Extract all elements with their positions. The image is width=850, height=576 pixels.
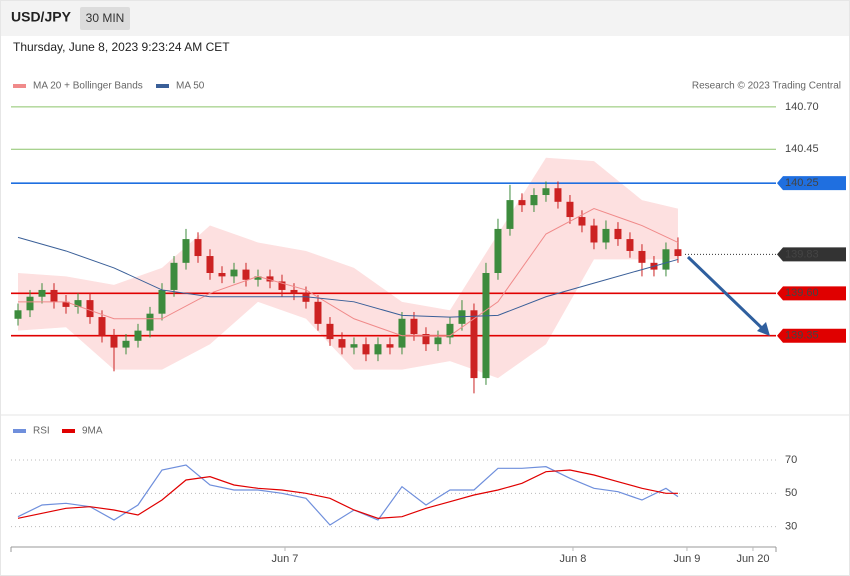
candle-body [134, 330, 142, 341]
candle-body [626, 239, 634, 251]
candle-body [674, 249, 682, 257]
interval-pill[interactable] [80, 7, 130, 30]
level-label-box [777, 286, 846, 301]
candle-body [638, 250, 646, 263]
candle-body [206, 256, 214, 273]
candle-body [542, 188, 550, 196]
moving-average [17, 208, 679, 337]
level-label-box [777, 247, 846, 262]
legend-swatch [13, 84, 26, 88]
candle-body [566, 201, 574, 218]
candle-body [242, 269, 250, 280]
candle-body [86, 300, 94, 318]
level-label-box [777, 328, 846, 343]
candle-body [326, 323, 334, 340]
candle-body [230, 269, 238, 277]
legend-label: MA 20 + Bollinger Bands [33, 81, 143, 92]
y-tick-label: 70 [785, 454, 797, 466]
candle-body [146, 313, 154, 331]
level-label: 139.35 [785, 330, 819, 342]
legend-label: 9MA [82, 426, 103, 437]
y-tick-label: 30 [785, 521, 797, 533]
candle-body [494, 228, 502, 273]
candle-body [602, 228, 610, 243]
candle-body [314, 301, 322, 324]
candle-body [446, 323, 454, 338]
candle-body [98, 317, 106, 336]
candle-body [554, 188, 562, 202]
candle-body [26, 296, 34, 311]
candle-body [254, 276, 262, 280]
candle-body [170, 262, 178, 290]
candle-body [362, 344, 370, 355]
candle-body [530, 195, 538, 206]
candle-body [62, 301, 70, 307]
legend-label: RSI [33, 426, 50, 437]
x-tick-label: Jun 9 [674, 553, 701, 565]
projection-arrow [686, 255, 766, 332]
legend-swatch [156, 84, 169, 88]
candle-body [518, 200, 526, 206]
x-tick-label: Jun 20 [736, 553, 769, 565]
legend-swatch [62, 429, 75, 433]
candle-body [470, 310, 478, 379]
level-label: 140.25 [785, 177, 819, 189]
level-label: 139.60 [785, 287, 819, 299]
candle-body [434, 337, 442, 345]
candle-body [290, 289, 298, 294]
candle-body [386, 344, 394, 348]
legend-label: MA 50 [176, 81, 205, 92]
header-bar [0, 0, 850, 36]
rsi-panel: RSI 9MA 30 50 70 Jun 7 Jun 8 Jun 9 Jun 20 [10, 426, 797, 565]
candle-body [578, 217, 586, 226]
candle-body [194, 239, 202, 257]
level-label: 140.70 [785, 101, 819, 113]
candle-body [590, 225, 598, 243]
candle-body [398, 318, 406, 348]
candle-body [278, 281, 286, 290]
level-label: 139.83 [785, 248, 819, 260]
moving-average [17, 236, 679, 318]
x-tick-label: Jun 8 [560, 553, 587, 565]
candle-body [338, 339, 346, 348]
candle-body [158, 289, 166, 314]
y-tick-label: 50 [785, 487, 797, 499]
timestamp: Thursday, June 8, 2023 9:23:24 AM CET [13, 40, 230, 54]
candle-body [482, 272, 490, 379]
level-label-box [777, 176, 846, 191]
interval[interactable]: 30 MIN [86, 11, 125, 25]
legend-swatch [13, 429, 26, 433]
x-tick-label: Jun 7 [272, 553, 299, 565]
candle-body [614, 228, 622, 240]
price-panel: MA 20 + Bollinger Bands MA 50 Research © 2… [11, 81, 846, 394]
indicator-line [17, 469, 678, 519]
candle-body [110, 335, 118, 348]
candle-body [350, 344, 358, 348]
candle-body [182, 239, 190, 263]
candle-body [74, 300, 82, 307]
candle-body [266, 276, 274, 282]
candle-body [38, 289, 46, 297]
level-label: 140.45 [785, 143, 819, 155]
candle-body [374, 344, 382, 355]
candle-body [302, 293, 310, 302]
candle-body [122, 340, 130, 348]
candle-body [410, 318, 418, 335]
candle-body [14, 310, 22, 319]
candle-body [506, 200, 514, 229]
arrow-head [757, 322, 770, 336]
annotation: Research © 2023 Trading Central [692, 81, 841, 92]
candle-body [662, 249, 670, 270]
symbol: USD/JPY [11, 9, 72, 25]
candle-body [50, 289, 58, 302]
candle-body [422, 334, 430, 345]
candle-body [218, 272, 226, 277]
